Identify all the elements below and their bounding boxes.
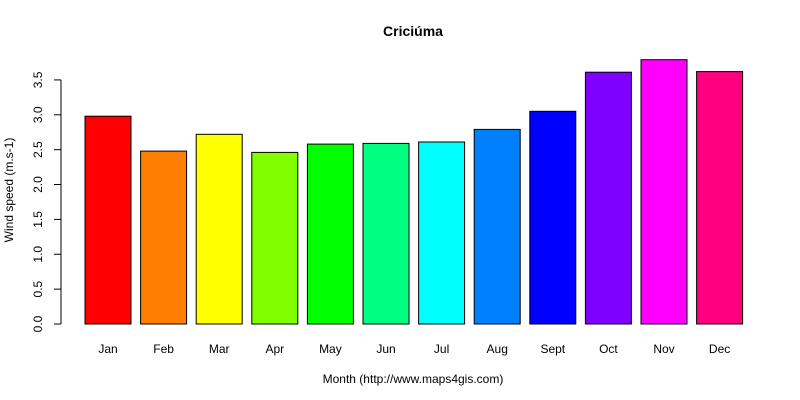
bar-may	[306, 143, 354, 325]
bars	[84, 59, 744, 325]
bar-jul	[418, 141, 466, 325]
x-tick-label: Dec	[709, 342, 730, 356]
bar-dec	[696, 71, 744, 325]
chart-title: Criciúma	[383, 23, 443, 39]
x-tick-label: Aug	[487, 342, 508, 356]
x-tick-label: Nov	[653, 342, 674, 356]
y-tick-label: 0.5	[31, 280, 45, 297]
bar-nov	[640, 59, 688, 325]
y-tick-label: 2.0	[31, 176, 45, 193]
y-tick-label: 1.5	[31, 211, 45, 228]
x-tick-label: Oct	[599, 342, 618, 356]
bar-apr	[251, 151, 299, 325]
y-tick-label: 3.0	[31, 106, 45, 123]
y-axis: 0.0 0.5 1.0 1.5 2.0 2.5 3.0 3.5	[31, 71, 62, 332]
x-axis-title: Month (http://www.maps4gis.com)	[323, 372, 504, 386]
bar-oct	[584, 71, 632, 325]
y-tick-label: 3.5	[31, 71, 45, 88]
bar-feb	[140, 150, 188, 325]
y-tick-label: 2.5	[31, 141, 45, 158]
x-tick-label: May	[319, 342, 342, 356]
y-tick-label: 0.0	[31, 315, 45, 332]
x-tick-label: Mar	[209, 342, 230, 356]
bar-jan	[84, 115, 132, 325]
bar-sept	[529, 110, 577, 325]
x-tick-label: Jul	[434, 342, 449, 356]
x-tick-label: Feb	[153, 342, 174, 356]
y-tick-label: 1.0	[31, 246, 45, 263]
y-axis-title: Wind speed (m.s-1)	[2, 138, 16, 243]
x-tick-label: Sept	[540, 342, 565, 356]
bar-mar	[195, 133, 243, 325]
bar-jun	[362, 142, 410, 325]
bar-aug	[473, 128, 521, 325]
x-axis-labels: Jan Feb Mar Apr May Jun Jul Aug Sept Oct Nov Dec	[98, 342, 730, 356]
x-tick-label: Jan	[98, 342, 117, 356]
x-tick-label: Jun	[376, 342, 395, 356]
x-tick-label: Apr	[265, 342, 284, 356]
